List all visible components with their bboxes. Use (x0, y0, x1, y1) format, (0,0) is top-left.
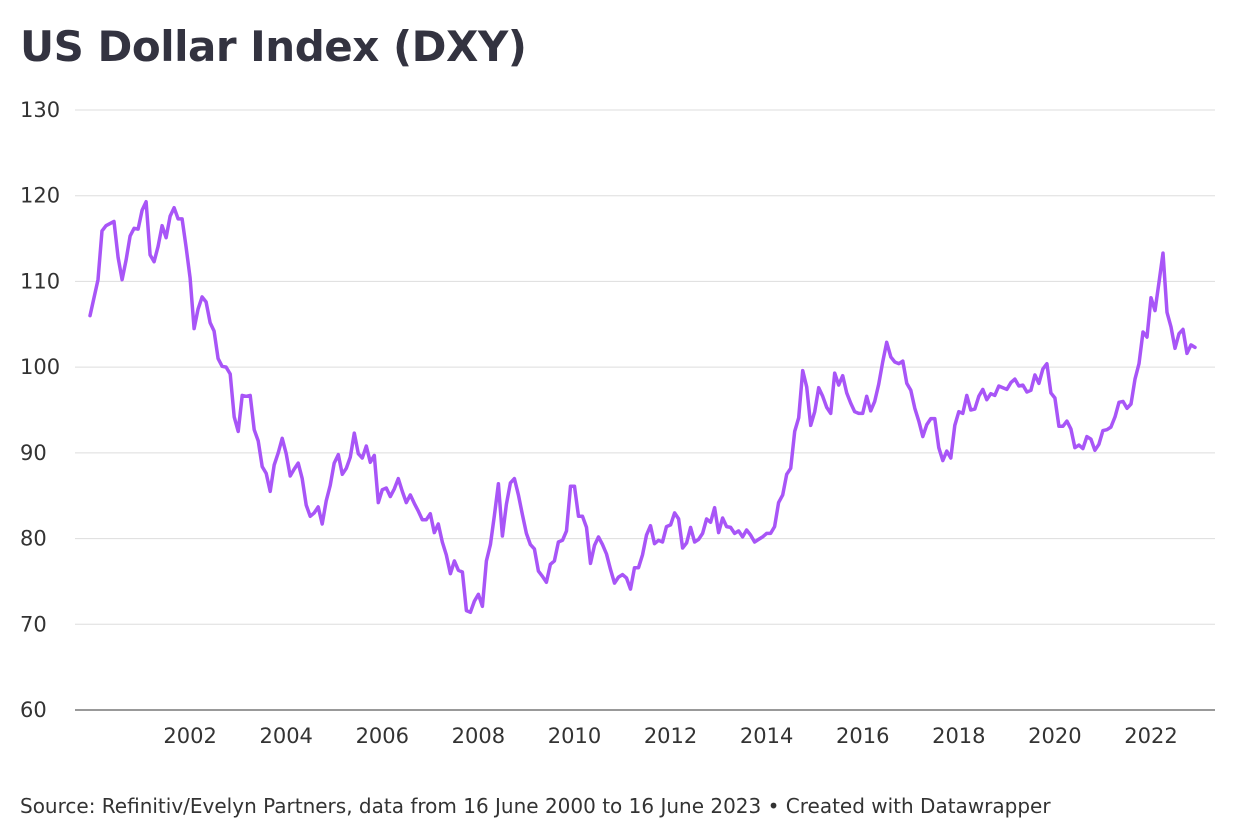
x-tick-label: 2010 (548, 724, 601, 748)
x-tick-label: 2014 (740, 724, 793, 748)
y-tick-label: 110 (20, 269, 60, 293)
x-tick-label: 2002 (163, 724, 216, 748)
y-tick-label: 130 (20, 98, 60, 122)
series-layer (88, 199, 1197, 615)
y-tick-label: 90 (20, 441, 47, 465)
chart-title: US Dollar Index (DXY) (20, 22, 527, 71)
x-tick-label: 2012 (644, 724, 697, 748)
x-tick-label: 2022 (1124, 724, 1177, 748)
x-tick-label: 2008 (452, 724, 505, 748)
y-tick-label: 100 (20, 355, 60, 379)
y-tick-label: 60 (20, 698, 47, 722)
y-tick-label: 120 (20, 184, 60, 208)
x-axis: 2002 2004 2006 2008 2010 2012 2014 2016 2018 2020… (163, 724, 1177, 748)
line-chart: 60 70 80 90 100 110 120 130 2002 2004 2006 2008 201… (20, 98, 1215, 748)
x-tick-label: 2004 (259, 724, 312, 748)
y-tick-label: 70 (20, 612, 47, 636)
x-tick-label: 2018 (932, 724, 985, 748)
gridlines (75, 109, 1215, 711)
y-tick-label: 80 (20, 527, 47, 551)
x-tick-label: 2016 (836, 724, 889, 748)
series-line (88, 199, 1197, 615)
x-tick-label: 2020 (1028, 724, 1081, 748)
source-note: Source: Refinitiv/Evelyn Partners, data … (20, 794, 1051, 818)
y-axis: 60 70 80 90 100 110 120 130 (20, 98, 60, 722)
x-tick-label: 2006 (356, 724, 409, 748)
